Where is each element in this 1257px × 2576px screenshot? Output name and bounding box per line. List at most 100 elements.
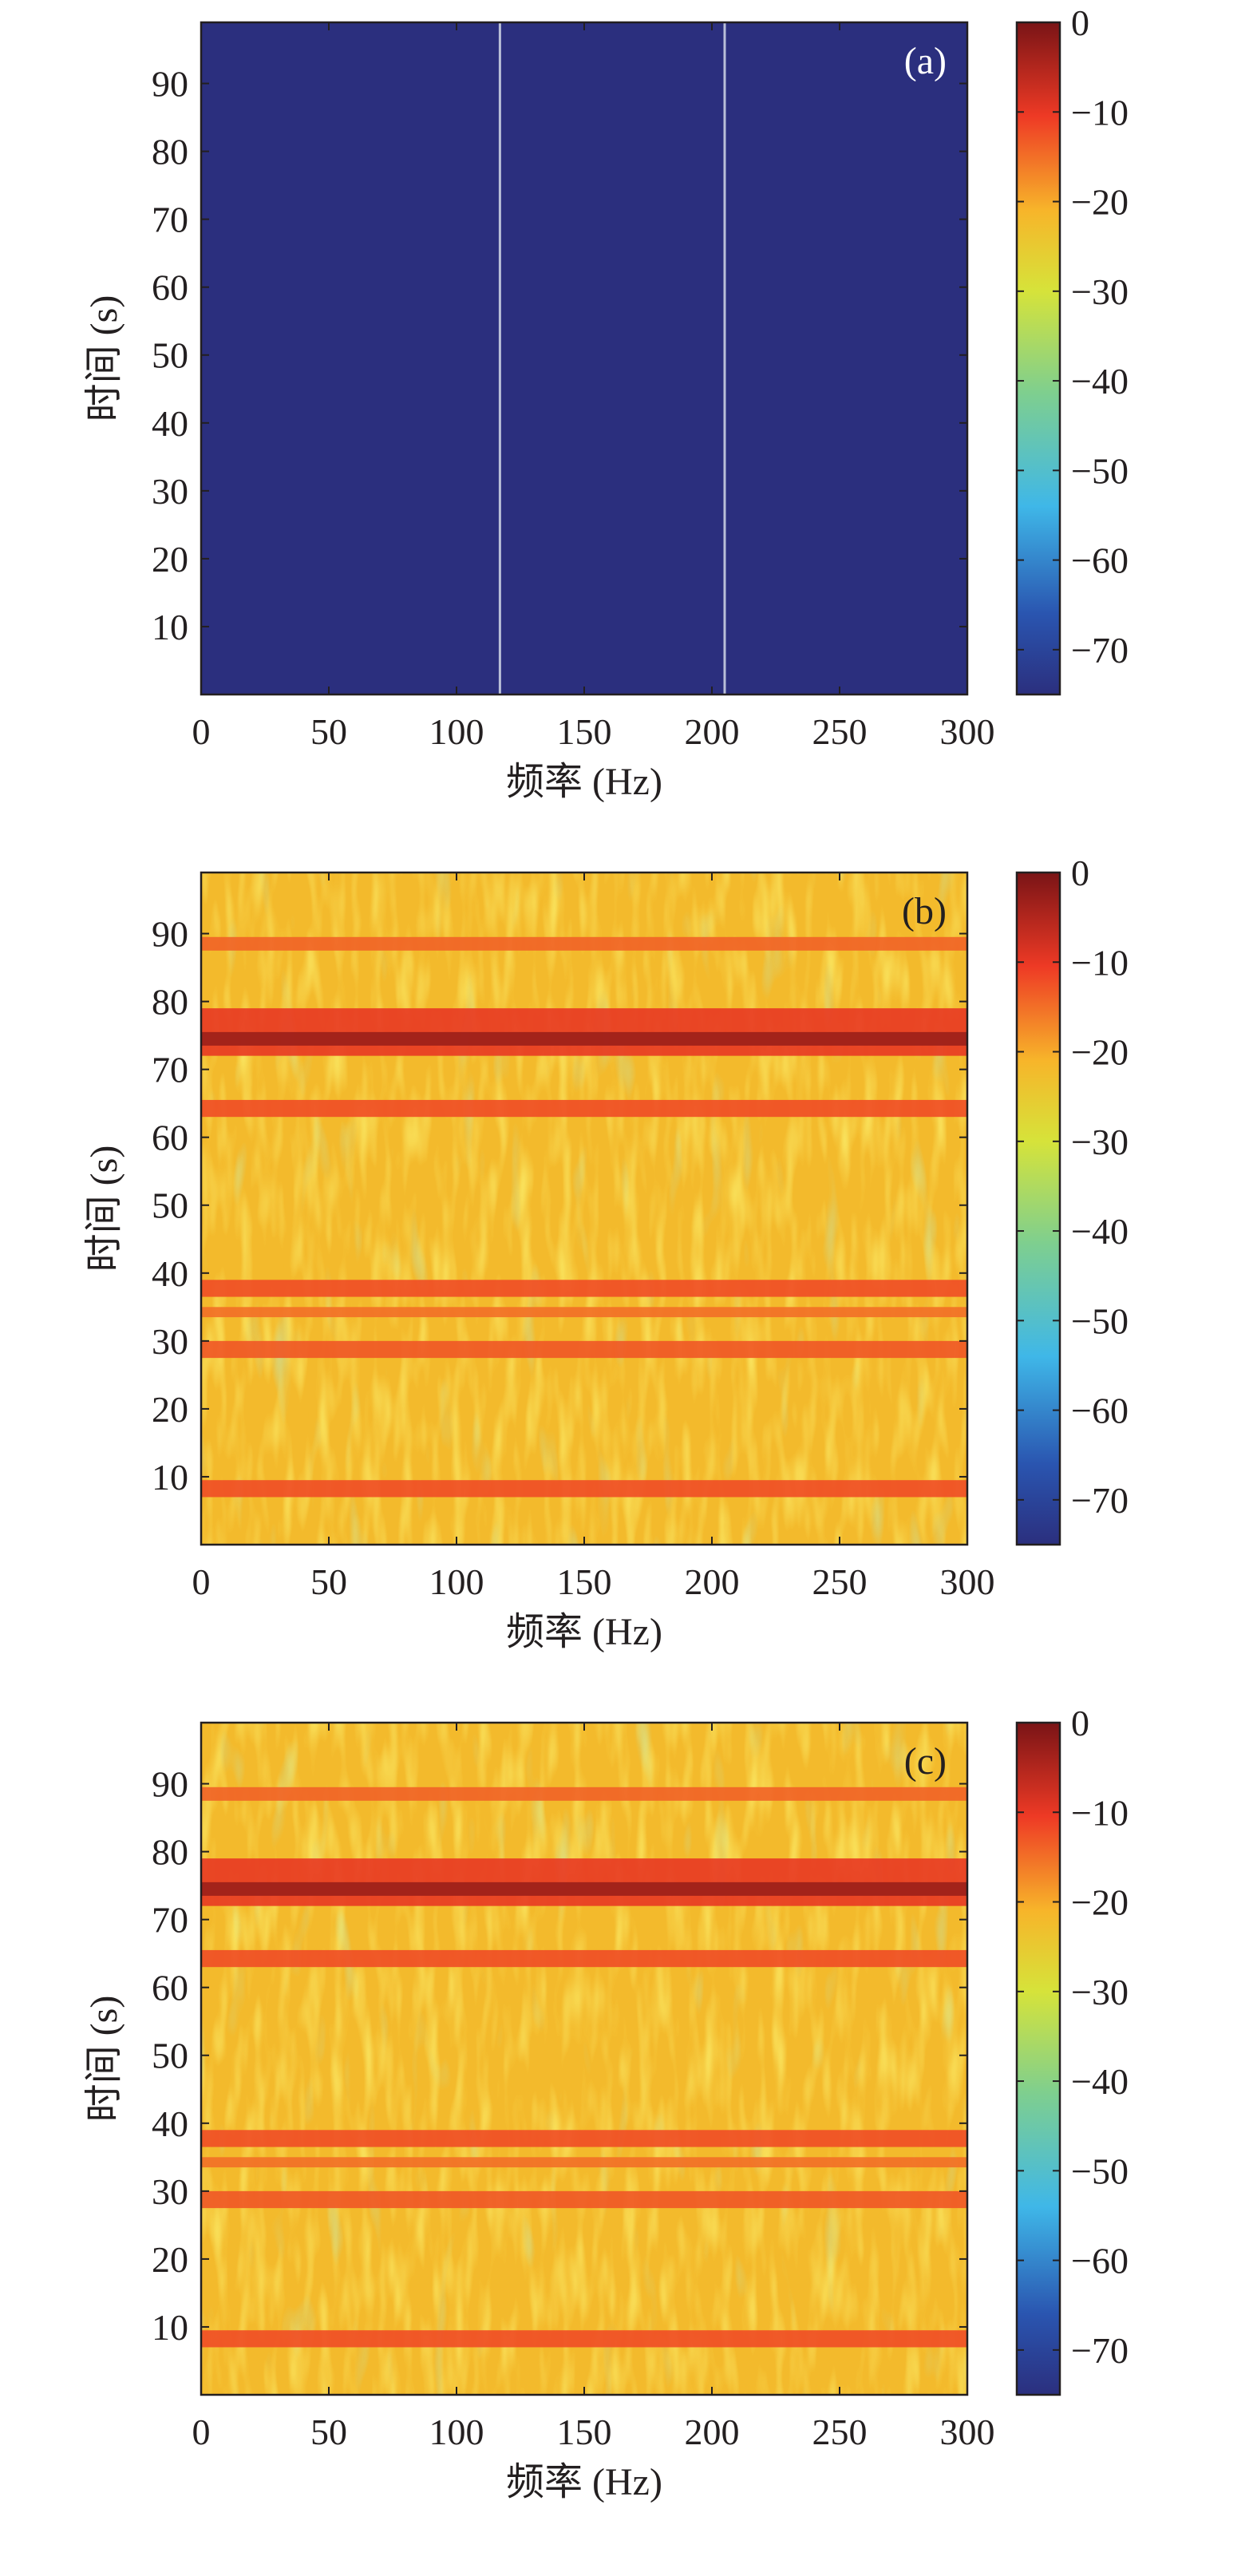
colorbar-tick-label: −70: [1071, 1480, 1129, 1521]
y-tick-label: 10: [152, 1457, 188, 1498]
colorbar-tick-label: −20: [1071, 1882, 1129, 1923]
y-tick-label: 30: [152, 2171, 188, 2212]
x-tick-label: 50: [310, 2412, 347, 2452]
noise-texture-green: [201, 1723, 967, 2395]
time-band-2: [201, 2190, 967, 2209]
y-axis-label: 时间 (s): [83, 1146, 125, 1272]
y-axis-label: 时间 (s): [83, 1996, 125, 2123]
x-tick-label: 300: [940, 711, 995, 752]
noise-texture-green: [201, 873, 967, 1545]
colorbar: [1015, 21, 1061, 696]
y-tick-label: 40: [152, 403, 188, 444]
x-axis-label: 频率 (Hz): [506, 761, 662, 803]
y-tick-label: 50: [152, 1185, 188, 1226]
time-band-3: [201, 1307, 967, 1318]
y-tick-label: 10: [152, 2307, 188, 2348]
panel-3: 0 50 100 150 200 250 300 10 20 30 40 50 60 70 80 90 频率 (…: [83, 1703, 1129, 2503]
heatmap-area: [201, 1723, 967, 2395]
x-tick-label: 150: [557, 2412, 612, 2452]
colorbar-tick-label: −30: [1071, 1972, 1129, 2012]
time-band-8: [201, 936, 967, 951]
y-tick-label: 90: [152, 64, 188, 105]
x-axis-label: 频率 (Hz): [506, 2461, 662, 2503]
time-band-7: [201, 1882, 967, 1896]
x-tick-label: 100: [429, 1561, 484, 1602]
y-tick-label: 90: [152, 1764, 188, 1805]
y-tick-label: 20: [152, 539, 188, 580]
colorbar-tick-label: −60: [1071, 2241, 1129, 2281]
panel-1: 0 50 100 150 200 250 300 10 20 30 40 50 60 70 80 90 频率 (…: [83, 2, 1129, 803]
time-band-4: [201, 2130, 967, 2147]
time-band-5: [201, 1099, 967, 1118]
x-tick-label: 0: [192, 2412, 211, 2452]
x-tick-label: 50: [310, 711, 347, 752]
time-band-4: [201, 1280, 967, 1297]
y-tick-label: 60: [152, 267, 188, 308]
time-band-8: [201, 1787, 967, 1801]
panel-2: 0 50 100 150 200 250 300 10 20 30 40 50 60 70 80 90 频率 (…: [83, 853, 1129, 1653]
colorbar-tick-label: −20: [1071, 182, 1129, 223]
y-tick-label: 60: [152, 1968, 188, 2008]
y-tick-label: 70: [152, 1050, 188, 1090]
heatmap-area: [201, 873, 967, 1545]
panel-label: (b): [902, 890, 947, 932]
colorbar-tick-label: 0: [1071, 1703, 1089, 1743]
colorbar: [1015, 871, 1061, 1546]
x-tick-label: 250: [812, 2412, 868, 2452]
y-tick-label: 20: [152, 2239, 188, 2280]
panel-label: (a): [904, 40, 947, 82]
y-tick-label: 80: [152, 1832, 188, 1873]
colorbar-tick-label: −10: [1071, 1792, 1129, 1833]
y-axis-label: 时间 (s): [83, 295, 125, 422]
colorbar-tick-label: 0: [1071, 853, 1089, 893]
y-tick-label: 30: [152, 1321, 188, 1362]
y-tick-label: 40: [152, 1253, 188, 1294]
colorbar-tick-label: −50: [1071, 2151, 1129, 2191]
y-tick-label: 90: [152, 914, 188, 955]
y-tick-label: 20: [152, 1389, 188, 1430]
x-tick-label: 200: [685, 2412, 740, 2452]
y-tick-label: 40: [152, 2103, 188, 2144]
colorbar-tick-label: −30: [1071, 1122, 1129, 1162]
y-tick-label: 50: [152, 335, 188, 376]
x-tick-label: 0: [192, 1561, 211, 1602]
colorbar-tick-label: −20: [1071, 1032, 1129, 1073]
time-band-3: [201, 2157, 967, 2168]
colorbar-tick-label: −50: [1071, 1300, 1129, 1341]
time-band-1: [201, 1480, 967, 1498]
colorbar-tick-label: −40: [1071, 1211, 1129, 1252]
x-tick-label: 0: [192, 711, 211, 752]
colorbar: [1015, 1721, 1061, 2396]
time-band-2: [201, 1340, 967, 1359]
colorbar-tick-label: −70: [1071, 2330, 1129, 2371]
y-tick-label: 50: [152, 2036, 188, 2076]
x-tick-label: 250: [812, 711, 868, 752]
y-tick-label: 70: [152, 1900, 188, 1941]
x-tick-label: 300: [940, 1561, 995, 1602]
y-tick-label: 80: [152, 982, 188, 1023]
colorbar-tick-label: −10: [1071, 942, 1129, 983]
x-tick-label: 200: [685, 1561, 740, 1602]
x-tick-label: 150: [557, 711, 612, 752]
time-band-5: [201, 1949, 967, 1968]
colorbar-tick-label: −60: [1071, 1391, 1129, 1431]
heatmap-background: [201, 22, 967, 694]
colorbar-tick-label: −50: [1071, 450, 1129, 491]
colorbar-tick-label: −60: [1071, 540, 1129, 581]
time-band-1: [201, 2330, 967, 2348]
y-tick-label: 80: [152, 132, 188, 172]
colorbar-tick-label: 0: [1071, 2, 1089, 43]
colorbar-tick-label: −40: [1071, 2061, 1129, 2102]
x-tick-label: 250: [812, 1561, 868, 1602]
colorbar-tick-label: −30: [1071, 271, 1129, 312]
x-tick-label: 100: [429, 711, 484, 752]
x-tick-label: 300: [940, 2412, 995, 2452]
y-tick-label: 30: [152, 471, 188, 512]
x-tick-label: 200: [685, 711, 740, 752]
x-tick-label: 50: [310, 1561, 347, 1602]
heatmap-area: [201, 22, 967, 694]
colorbar-tick-label: −70: [1071, 630, 1129, 671]
panel-label: (c): [904, 1740, 947, 1783]
time-band-7: [201, 1031, 967, 1046]
